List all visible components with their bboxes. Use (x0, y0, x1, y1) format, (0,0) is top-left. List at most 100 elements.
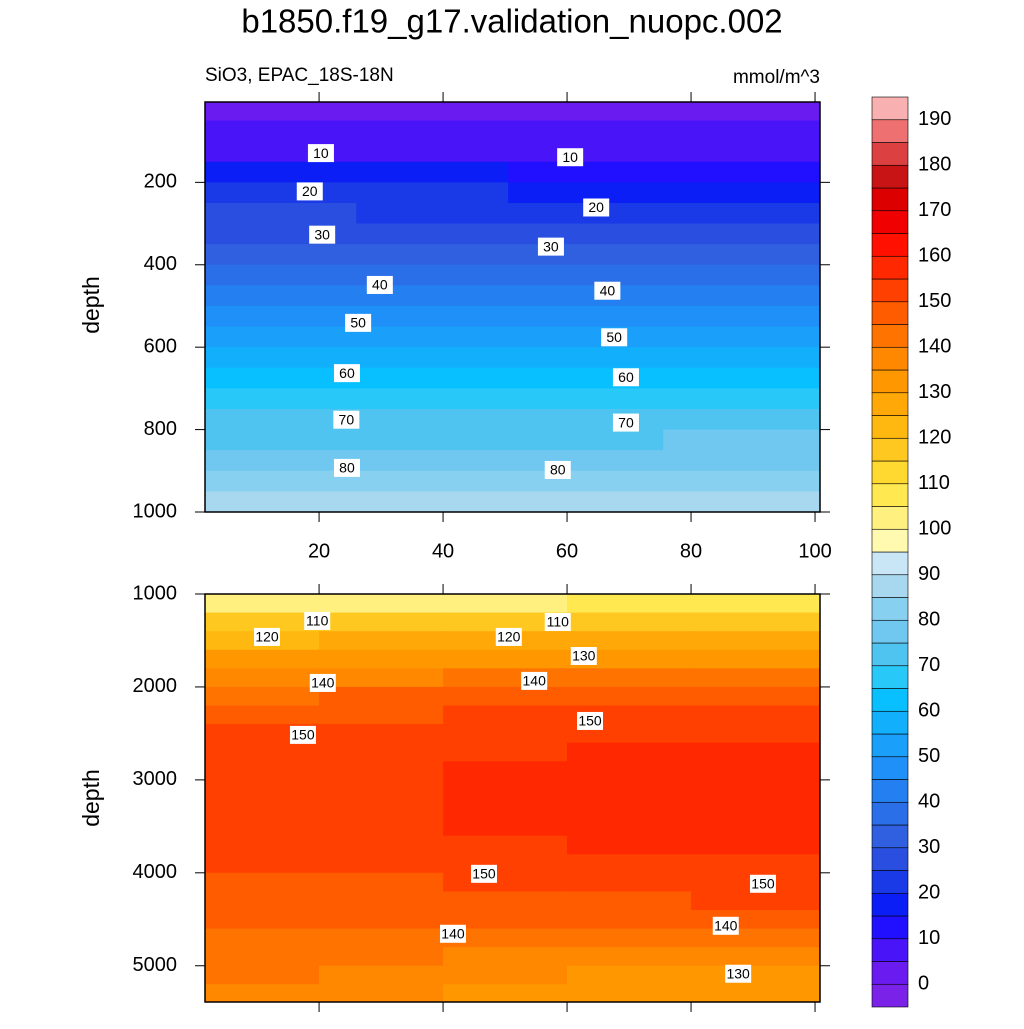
colorbar-box (871, 665, 909, 689)
contour-cell (663, 202, 821, 225)
colorbar-box (871, 164, 909, 189)
contour-label-box (521, 671, 548, 690)
contour-cell (319, 631, 444, 651)
contour-label: 120 (495, 627, 522, 646)
y-tick-label: 1000 (133, 500, 178, 522)
contour-label: 10 (307, 144, 334, 163)
colorbar-label: 180 (918, 154, 951, 176)
contour-cell (205, 305, 357, 328)
contour-cell (205, 649, 320, 669)
contour-label-box (439, 924, 466, 943)
contour-cell (319, 854, 444, 874)
contour-label-box (366, 275, 393, 294)
contour-cell (319, 835, 444, 855)
contour-cell (205, 367, 357, 389)
contour-cell (319, 686, 444, 707)
contour-label: 140 (309, 673, 336, 692)
contour-label: 110 (304, 611, 331, 630)
colorbar-box (871, 324, 909, 348)
plot-frame (204, 593, 821, 1003)
contour-cell (319, 891, 444, 911)
colorbar-box (871, 119, 909, 143)
colorbar-box (871, 688, 909, 712)
contour-label: 150 (576, 711, 603, 730)
contour-cell (691, 965, 821, 985)
colorbar-box (871, 278, 909, 303)
contour-cell (356, 367, 509, 389)
contour-cell (356, 491, 509, 513)
contour-cell (205, 388, 357, 410)
contour-label: 80 (333, 458, 360, 477)
contour-label-box (309, 673, 336, 692)
colorbar-label: 140 (918, 336, 951, 358)
contour-cell (356, 326, 509, 348)
contour-cell (508, 347, 664, 369)
contour-label: 20 (583, 198, 610, 217)
contour-cell (205, 120, 357, 142)
colorbar-box (871, 415, 909, 439)
contour-label-text: 50 (350, 315, 366, 331)
contour-cell (443, 928, 568, 948)
contour-cell (205, 686, 320, 707)
contour-cell (356, 244, 509, 266)
contour-label: 10 (557, 148, 584, 167)
contour-cell (319, 779, 444, 799)
colorbar-box (871, 369, 909, 394)
contour-cell (356, 285, 509, 307)
contour-label-box (583, 198, 610, 217)
contour-label-text: 20 (588, 199, 604, 215)
contour-cell (205, 668, 320, 688)
y-tick-label: 5000 (133, 954, 178, 976)
contour-cell (205, 742, 320, 762)
x-tick-label: 40 (432, 540, 454, 562)
contour-cell (356, 161, 509, 183)
contour-cell (205, 326, 357, 348)
contour-label-text: 40 (372, 277, 388, 293)
y-tick-label: 1000 (133, 582, 178, 604)
contour-cell (567, 984, 692, 1003)
colorbar-label: 50 (918, 745, 940, 767)
colorbar-label: 190 (918, 108, 951, 130)
contour-label-box (253, 627, 280, 646)
contour-label-text: 150 (291, 727, 315, 743)
contour-label-box (333, 410, 360, 429)
contour-cell (356, 305, 509, 328)
contour-cell (205, 244, 357, 266)
contour-label: 30 (537, 237, 564, 256)
contour-label-text: 130 (572, 648, 596, 664)
contour-cell (356, 202, 509, 225)
contour-cell (443, 612, 568, 632)
contour-label: 60 (333, 364, 360, 383)
contour-cell (443, 649, 568, 669)
contour-label-text: 10 (562, 149, 578, 165)
contour-label: 30 (309, 225, 336, 244)
contour-cell (205, 891, 320, 911)
contour-cell (319, 928, 444, 948)
contour-label-text: 60 (618, 369, 634, 385)
units: mmol/m^3 (733, 67, 820, 88)
contour-cell (663, 326, 821, 348)
contour-label: 110 (544, 612, 571, 631)
contour-cell (443, 724, 568, 744)
contour-cell (691, 909, 821, 930)
contour-cell (508, 102, 664, 122)
contour-cell (508, 305, 664, 328)
contour-cell (508, 141, 664, 163)
colorbar-label: 170 (918, 199, 951, 221)
contour-label-text: 50 (606, 329, 622, 345)
contour-cell (567, 798, 692, 818)
chart-title: b1850.f19_g17.validation_nuopc.002 (241, 3, 782, 40)
contour-cell (356, 347, 509, 369)
contour-cell (356, 408, 509, 431)
colorbar-box (871, 437, 909, 462)
x-tick-label: 80 (680, 540, 702, 562)
contour-cell (205, 761, 320, 781)
colorbar-label: 40 (918, 791, 940, 813)
contour-cell (663, 347, 821, 369)
contour-cell (567, 872, 692, 892)
colorbar-label: 150 (918, 290, 951, 312)
colorbar-box (871, 961, 909, 985)
contour-label-text: 140 (441, 925, 465, 941)
contour-label-text: 140 (523, 673, 547, 689)
contour-cell (663, 102, 821, 122)
